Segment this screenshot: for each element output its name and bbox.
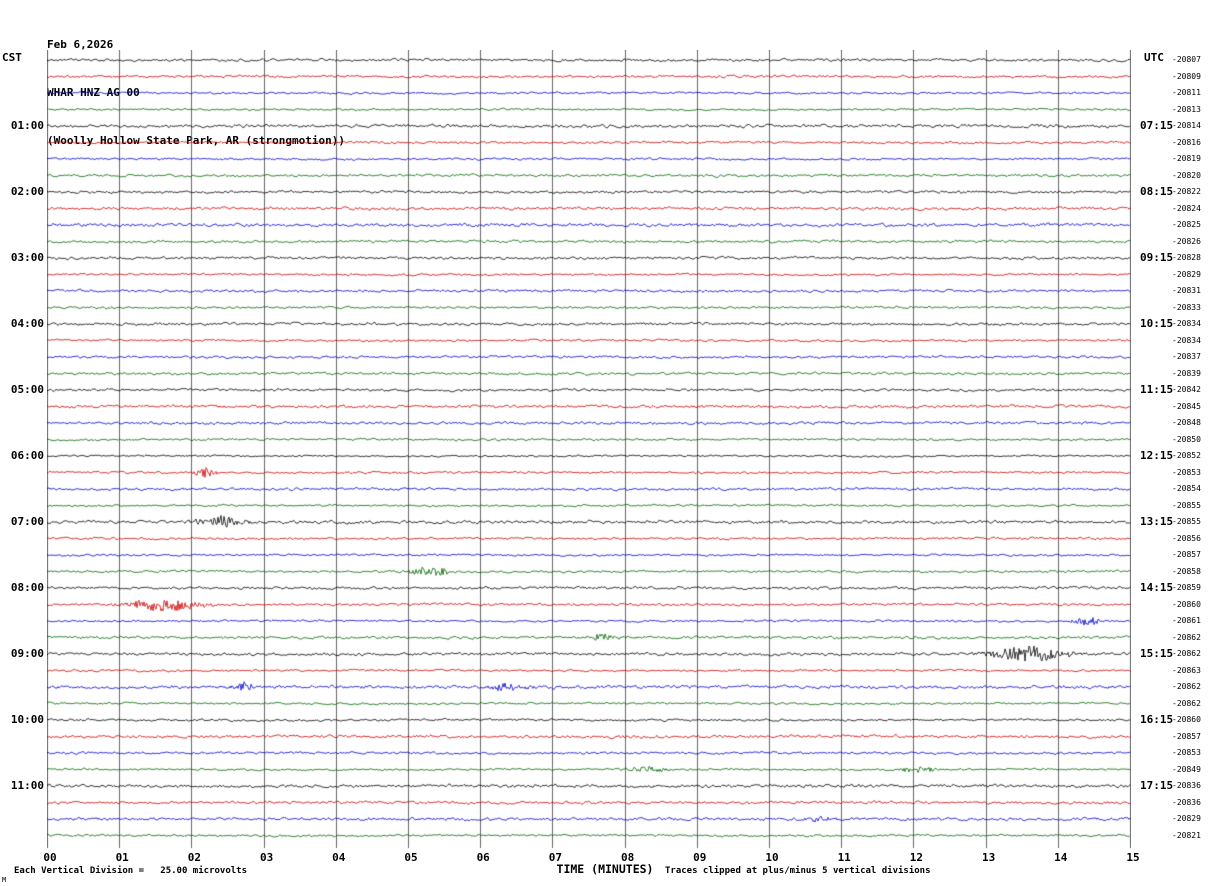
right-offset-label: -20857 [1172, 550, 1201, 559]
left-hour-label: 06:00 [10, 449, 44, 462]
right-offset-label: -20856 [1172, 533, 1201, 543]
left-hour-label: 03:00 [10, 251, 44, 264]
right-offset-label: -20857 [1172, 731, 1201, 741]
right-offset-label: -20824 [1172, 203, 1201, 213]
right-offset-label: -20852 [1172, 451, 1201, 460]
right-offset-label: -20837 [1172, 352, 1201, 361]
right-offset-label: -20814 [1172, 121, 1201, 130]
right-offset-label: -20862 [1172, 649, 1201, 658]
right-hour-label: 12:15 [1140, 449, 1174, 462]
x-tick-label: 01 [115, 851, 129, 864]
right-offset-label: -20859 [1172, 583, 1201, 592]
right-offset-label: -20813 [1172, 104, 1201, 114]
right-offset-label: -20821 [1172, 830, 1201, 840]
left-hour-label: 09:00 [10, 647, 44, 660]
left-hour-label: 02:00 [10, 185, 44, 198]
right-offset-label: -20858 [1172, 566, 1201, 576]
left-axis-header-cst: CST [2, 51, 22, 64]
right-offset-label: -20834 [1172, 319, 1201, 328]
x-tick-label: 02 [187, 851, 202, 864]
right-offset-label: -20853 [1172, 748, 1201, 757]
right-offset-label: -20854 [1172, 484, 1201, 493]
x-tick-label: 10 [765, 851, 779, 864]
right-offset-label: -20819 [1172, 154, 1201, 163]
right-axis-header-utc: UTC [1144, 51, 1164, 64]
right-offset-label: -20839 [1172, 368, 1201, 378]
right-offset-label: -20862 [1172, 698, 1201, 708]
scale-note: Each Vertical Division = 25.00 microvolt… [14, 866, 247, 876]
corner-mark: M [2, 876, 7, 884]
right-offset-label: -20850 [1172, 434, 1201, 444]
clip-note: Traces clipped at plus/minus 5 vertical … [665, 866, 931, 876]
right-offset-label: -20816 [1172, 137, 1201, 147]
right-hour-label: 08:15 [1140, 185, 1174, 198]
right-offset-label: -20855 [1172, 517, 1201, 526]
right-offset-label: -20860 [1172, 599, 1201, 609]
x-axis-label: TIME (MINUTES) [556, 862, 654, 876]
x-tick-label: 06 [476, 851, 490, 864]
x-tick-label: 13 [981, 851, 996, 864]
x-tick-label: 09 [693, 851, 707, 864]
right-offset-label: -20807 [1172, 55, 1201, 64]
left-hour-label: 10:00 [10, 713, 44, 726]
right-offset-label: -20825 [1172, 220, 1201, 229]
right-offset-label: -20863 [1172, 665, 1201, 675]
left-hour-label: 05:00 [10, 383, 44, 396]
right-hour-label: 09:15 [1140, 251, 1174, 264]
right-hour-label: 16:15 [1140, 713, 1174, 726]
right-offset-label: -20829 [1172, 814, 1201, 823]
right-offset-label: -20833 [1172, 302, 1201, 312]
right-offset-label: -20862 [1172, 682, 1201, 691]
title-date: Feb 6,2026 [47, 38, 114, 51]
x-tick-label: 15 [1126, 851, 1140, 864]
right-offset-label: -20853 [1172, 467, 1201, 477]
right-offset-label: -20849 [1172, 764, 1201, 774]
right-hour-label: 10:15 [1140, 317, 1174, 330]
right-offset-label: -20855 [1172, 500, 1201, 510]
right-offset-label: -20826 [1172, 236, 1201, 246]
x-tick-label: 14 [1054, 851, 1068, 864]
right-hour-label: 15:15 [1140, 647, 1174, 660]
right-offset-label: -20831 [1172, 286, 1201, 295]
right-offset-label: -20809 [1172, 71, 1201, 81]
right-hour-label: 17:15 [1140, 779, 1174, 792]
right-offset-label: -20811 [1172, 88, 1201, 97]
right-hour-label: 07:15 [1140, 119, 1174, 132]
right-offset-label: -20836 [1172, 797, 1201, 807]
right-offset-label: -20848 [1172, 418, 1201, 427]
x-tick-label: 11 [837, 851, 851, 864]
x-tick-label: 04 [332, 851, 346, 864]
right-offset-label: -20820 [1172, 170, 1201, 180]
right-offset-label: -20860 [1172, 715, 1201, 724]
left-hour-label: 08:00 [10, 581, 44, 594]
x-tick-label: 00 [43, 851, 57, 864]
left-hour-label: 07:00 [10, 515, 44, 528]
right-hour-label: 11:15 [1140, 383, 1174, 396]
right-offset-label: -20861 [1172, 616, 1201, 625]
left-hour-label: 11:00 [10, 779, 44, 792]
right-offset-label: -20828 [1172, 253, 1201, 262]
left-hour-label: 04:00 [10, 317, 44, 330]
right-offset-label: -20822 [1172, 187, 1201, 196]
x-tick-label: 07 [548, 851, 563, 864]
x-tick-label: 03 [259, 851, 274, 864]
x-tick-label: 12 [909, 851, 924, 864]
right-hour-label: 14:15 [1140, 581, 1174, 594]
right-offset-label: -20862 [1172, 632, 1201, 642]
right-offset-label: -20836 [1172, 781, 1201, 790]
right-offset-label: -20829 [1172, 269, 1201, 279]
left-hour-label: 01:00 [10, 119, 44, 132]
x-tick-label: 05 [404, 851, 418, 864]
right-offset-label: -20834 [1172, 335, 1201, 345]
seismogram-plot-canvas [47, 50, 1131, 850]
right-hour-label: 13:15 [1140, 515, 1174, 528]
x-tick-label: 08 [620, 851, 635, 864]
right-offset-label: -20842 [1172, 385, 1201, 394]
right-offset-label: -20845 [1172, 401, 1201, 411]
